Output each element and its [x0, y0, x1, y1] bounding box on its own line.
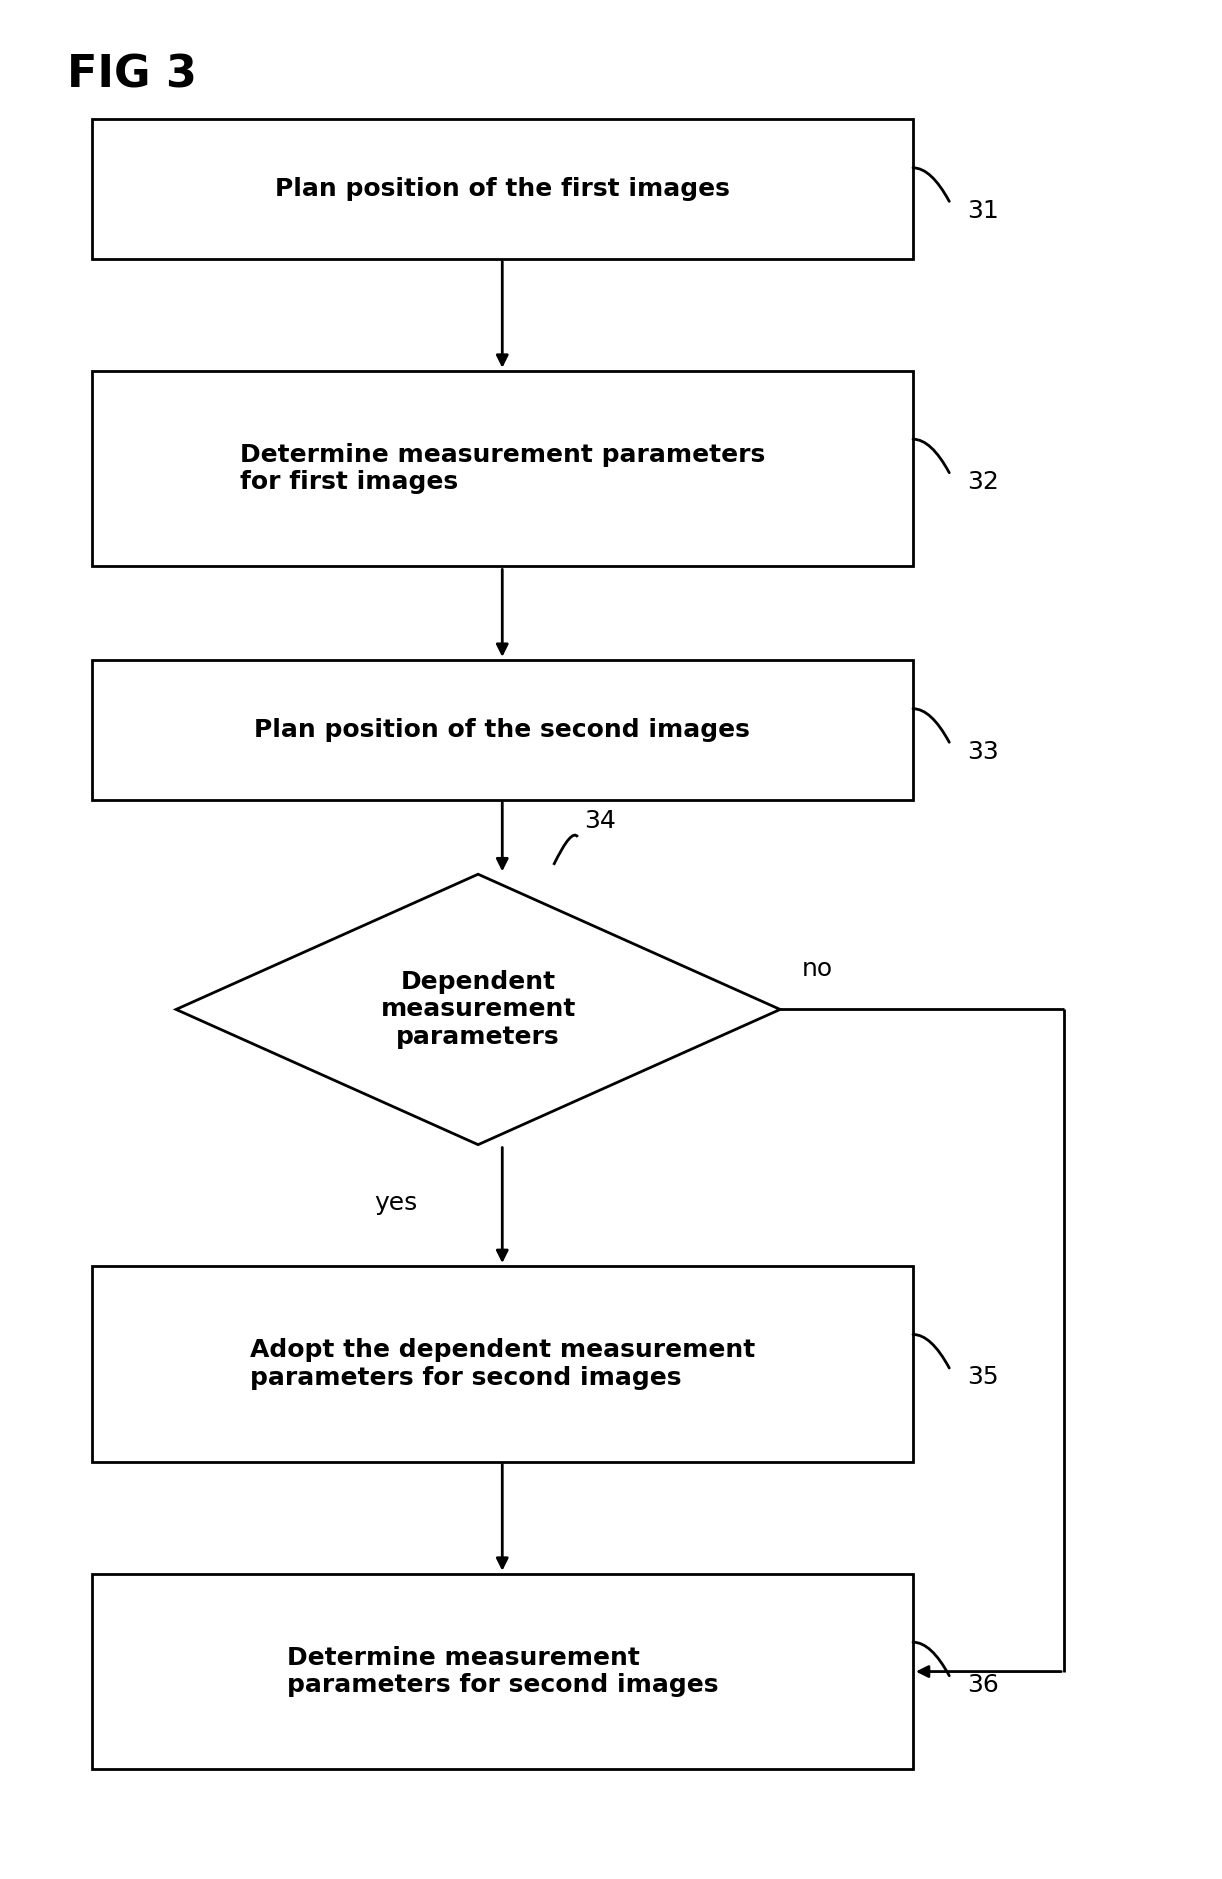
Text: Adopt the dependent measurement
parameters for second images: Adopt the dependent measurement paramete… — [249, 1338, 755, 1390]
Text: Plan position of the first images: Plan position of the first images — [275, 177, 730, 201]
Bar — [92, 660, 913, 800]
Text: Plan position of the second images: Plan position of the second images — [254, 718, 750, 742]
Polygon shape — [176, 874, 780, 1144]
Text: Dependent
measurement
parameters: Dependent measurement parameters — [380, 970, 576, 1048]
Text: FIG 3: FIG 3 — [67, 54, 197, 96]
Text: 31: 31 — [968, 199, 1000, 224]
Text: 32: 32 — [968, 470, 1000, 494]
Text: 36: 36 — [968, 1672, 1000, 1697]
Bar — [92, 1266, 913, 1462]
Text: 33: 33 — [968, 740, 1000, 763]
Text: Determine measurement parameters
for first images: Determine measurement parameters for fir… — [240, 443, 765, 494]
Bar — [92, 1573, 913, 1770]
Text: Determine measurement
parameters for second images: Determine measurement parameters for sec… — [286, 1646, 719, 1697]
Text: no: no — [802, 956, 833, 981]
Text: 34: 34 — [584, 810, 616, 832]
Text: 35: 35 — [968, 1366, 1000, 1389]
Bar — [92, 370, 913, 566]
Bar — [92, 118, 913, 259]
Text: yes: yes — [374, 1191, 418, 1216]
